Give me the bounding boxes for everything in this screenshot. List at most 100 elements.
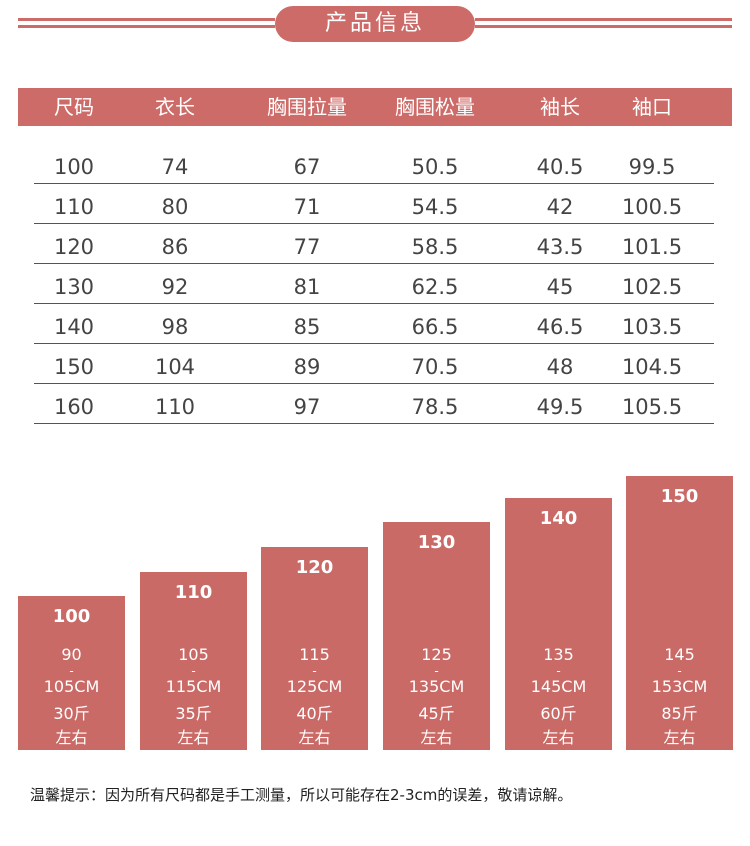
size-detail: 左右 [55,728,88,747]
column-header: 袖口 [632,95,672,119]
row-divider [34,303,714,304]
table-cell: 40.5 [536,155,584,179]
table-cell: 103.5 [621,315,683,339]
table-cell: 66.5 [411,315,459,339]
size-detail: 40斤 [296,704,333,723]
rule [475,18,732,21]
size-block: 150 145-153CM 85斤左右 [626,476,733,750]
table-cell: 58.5 [411,235,459,259]
table-cell: 110 [154,395,196,419]
size-detail: 105 [178,645,209,664]
table-cell: 67 [293,155,321,179]
size-detail: 左右 [298,728,331,747]
row-divider [34,223,714,224]
table-cell: 140 [53,315,95,339]
size-label: 100 [52,606,91,627]
size-detail: - [191,664,196,678]
table-cell: 120 [53,235,95,259]
table-cell: 97 [293,395,321,419]
table-cell: 100.5 [621,195,683,219]
table-cell: 62.5 [411,275,459,299]
size-label: 130 [417,532,456,553]
size-detail: 左右 [420,728,453,747]
table-cell: 49.5 [536,395,584,419]
size-label: 110 [174,582,213,603]
table-cell: 86 [161,235,189,259]
size-detail: 45斤 [418,704,455,723]
table-cell: 160 [53,395,95,419]
size-block: 140 135-145CM 60斤 左右 [505,498,612,750]
size-block: 110 105-115CM 35斤左右 [140,572,247,750]
table-cell: 42 [546,195,574,219]
size-detail: 90 [61,645,82,664]
size-detail: 153CM [651,677,708,696]
size-detail: - [312,664,317,678]
rule [18,25,275,28]
column-header: 袖长 [540,95,580,119]
size-detail: - [556,664,561,678]
column-header: 胸围松量 [395,95,475,119]
size-detail: 145 [664,645,695,664]
table-cell: 77 [293,235,321,259]
size-detail: 115 [299,645,330,664]
table-cell: 105.5 [621,395,683,419]
size-detail: 85斤 [661,704,698,723]
table-cell: 100 [53,155,95,179]
size-detail: 115CM [165,677,222,696]
size-detail: 105CM [43,677,100,696]
size-label: 140 [539,508,578,529]
column-header: 胸围拉量 [267,95,347,119]
size-detail: 125CM [286,677,343,696]
table-header: 尺码 衣长 胸围拉量 胸围松量 袖长 袖口 [18,88,732,126]
size-detail: 左右 [663,728,696,747]
table-cell: 74 [161,155,189,179]
size-detail: - [434,664,439,678]
row-divider [34,383,714,384]
column-header: 尺码 [54,95,94,119]
row-divider [34,263,714,264]
size-label: 150 [660,486,699,507]
row-divider [34,343,714,344]
table-cell: 46.5 [536,315,584,339]
size-label: 120 [295,557,334,578]
table-cell: 92 [161,275,189,299]
table-cell: 45 [546,275,574,299]
size-detail: 60斤 [540,704,577,723]
table-cell: 54.5 [411,195,459,219]
table-cell: 101.5 [621,235,683,259]
rule [475,25,732,28]
size-block: 100 90-105CM 30斤左右 [18,596,125,750]
rule [18,18,275,21]
table-cell: 104.5 [621,355,683,379]
size-detail: 135 [543,645,574,664]
table-cell: 48 [546,355,574,379]
table-cell: 130 [53,275,95,299]
table-cell: 89 [293,355,321,379]
table-cell: 102.5 [621,275,683,299]
footer-note: 温馨提示：因为所有尺码都是手工测量，所以可能存在2-3cm的误差，敬请谅解。 [30,786,573,804]
table-cell: 80 [161,195,189,219]
table-cell: 78.5 [411,395,459,419]
size-detail: 30斤 [53,704,90,723]
table-cell: 43.5 [536,235,584,259]
table-cell: 99.5 [628,155,676,179]
size-detail: 145CM [530,677,587,696]
row-divider [34,183,714,184]
table-cell: 98 [161,315,189,339]
table-cell: 150 [53,355,95,379]
size-detail: 135CM [408,677,465,696]
table-cell: 70.5 [411,355,459,379]
size-block: 120 115-125CM 40斤左右 [261,547,368,750]
size-detail: 125 [421,645,452,664]
row-divider [34,423,714,424]
title: 产品信息 [275,6,475,42]
size-detail: 35斤 [175,704,212,723]
table-cell: 81 [293,275,321,299]
size-detail: - [677,664,682,678]
size-detail: - [69,664,74,678]
column-header: 衣长 [155,95,195,119]
table-cell: 71 [293,195,321,219]
table-cell: 110 [53,195,95,219]
size-detail: 左右 [177,728,210,747]
table-cell: 104 [154,355,196,379]
